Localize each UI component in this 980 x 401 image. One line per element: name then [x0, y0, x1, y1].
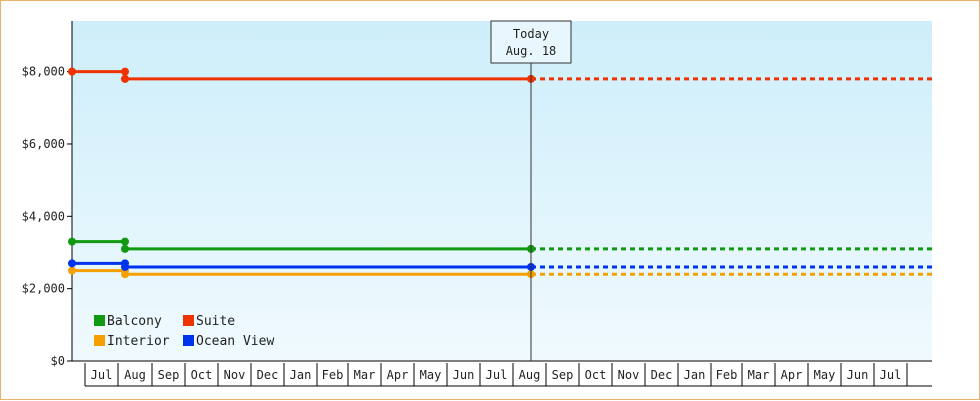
- y-tick-label: $4,000: [22, 209, 65, 223]
- x-month-label: Sep: [158, 368, 180, 382]
- x-month-label: Nov: [618, 368, 640, 382]
- data-point-suite: [68, 67, 76, 76]
- x-month-label: Jan: [684, 368, 706, 382]
- data-point-balcony: [121, 244, 129, 253]
- y-tick-label: $2,000: [22, 282, 65, 296]
- legend-swatch-balcony: [94, 315, 105, 326]
- x-month-label: Feb: [716, 368, 738, 382]
- x-month-label: Jan: [290, 368, 312, 382]
- x-month-label: Oct: [585, 368, 607, 382]
- today-marker-date: Aug. 18: [506, 44, 557, 58]
- data-point-ocean-view: [121, 262, 129, 271]
- x-month-label: Dec: [651, 368, 673, 382]
- x-month-label: Mar: [354, 368, 376, 382]
- data-point-suite: [121, 67, 129, 76]
- data-point-interior: [121, 270, 129, 279]
- x-month-label: Jul: [91, 368, 113, 382]
- data-point-interior: [68, 266, 76, 275]
- y-tick-label: $8,000: [22, 65, 65, 79]
- legend-swatch-ocean-view: [183, 335, 194, 346]
- x-month-label: Sep: [552, 368, 574, 382]
- x-month-label: Jun: [847, 368, 869, 382]
- data-point-ocean-view: [68, 259, 76, 268]
- legend-label-balcony: Balcony: [107, 314, 162, 329]
- x-month-label: May: [814, 368, 836, 382]
- x-month-label: Jul: [486, 368, 508, 382]
- today-marker-label: Today: [513, 27, 549, 41]
- x-month-label: Aug: [519, 368, 541, 382]
- legend-label-ocean-view: Ocean View: [196, 334, 274, 349]
- x-month-label: Jun: [453, 368, 475, 382]
- today-marker-box: [490, 20, 572, 64]
- legend-swatch-suite: [183, 315, 194, 326]
- x-month-label: Oct: [191, 368, 213, 382]
- x-month-label: Apr: [387, 368, 409, 382]
- x-month-label: Dec: [257, 368, 279, 382]
- x-month-label: May: [420, 368, 442, 382]
- x-month-label: Mar: [748, 368, 770, 382]
- data-point-balcony: [121, 237, 129, 246]
- legend-swatch-interior: [94, 335, 105, 346]
- legend-label-suite: Suite: [196, 314, 235, 329]
- x-month-label: Aug: [124, 368, 146, 382]
- x-month-label: Feb: [322, 368, 344, 382]
- y-tick-label: $0: [51, 354, 65, 368]
- x-month-label: Nov: [224, 368, 246, 382]
- x-month-label: Apr: [781, 368, 803, 382]
- x-month-label: Jul: [880, 368, 902, 382]
- legend-label-interior: Interior: [107, 334, 170, 349]
- y-tick-label: $6,000: [22, 137, 65, 151]
- data-point-suite: [121, 74, 129, 83]
- plot-background: [72, 21, 932, 361]
- data-point-balcony: [68, 237, 76, 246]
